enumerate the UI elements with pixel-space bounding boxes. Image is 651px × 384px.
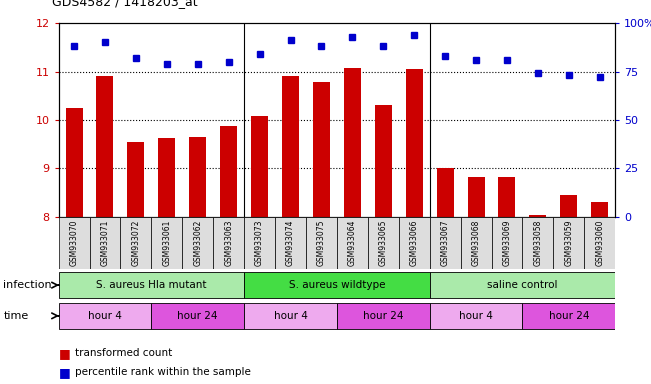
Text: GSM933074: GSM933074	[286, 220, 295, 266]
Text: hour 4: hour 4	[273, 311, 307, 321]
Bar	[344, 68, 361, 217]
Text: saline control: saline control	[487, 280, 558, 290]
Text: ■: ■	[59, 366, 74, 379]
Text: GSM933061: GSM933061	[162, 220, 171, 266]
Bar	[375, 106, 392, 217]
FancyBboxPatch shape	[182, 217, 213, 269]
FancyBboxPatch shape	[306, 217, 337, 269]
FancyBboxPatch shape	[398, 217, 430, 269]
Bar	[282, 76, 299, 217]
Text: GSM933071: GSM933071	[100, 220, 109, 266]
Bar	[66, 108, 83, 217]
Text: hour 4: hour 4	[88, 311, 122, 321]
Text: transformed count: transformed count	[75, 348, 172, 358]
Bar	[406, 69, 422, 217]
Text: ■: ■	[59, 347, 74, 360]
FancyBboxPatch shape	[213, 217, 244, 269]
Text: GSM933072: GSM933072	[132, 220, 141, 266]
Text: S. aureus Hla mutant: S. aureus Hla mutant	[96, 280, 206, 290]
Text: GSM933070: GSM933070	[70, 220, 79, 266]
Text: GDS4582 / 1418203_at: GDS4582 / 1418203_at	[52, 0, 198, 8]
FancyBboxPatch shape	[522, 217, 553, 269]
Bar	[529, 215, 546, 217]
FancyBboxPatch shape	[151, 217, 182, 269]
FancyBboxPatch shape	[430, 303, 522, 329]
Bar	[128, 142, 145, 217]
Text: GSM933064: GSM933064	[348, 220, 357, 266]
Text: GSM933066: GSM933066	[409, 220, 419, 266]
FancyBboxPatch shape	[584, 217, 615, 269]
Text: time: time	[3, 311, 29, 321]
Text: GSM933075: GSM933075	[317, 220, 326, 266]
Bar	[591, 202, 608, 217]
Bar	[158, 138, 175, 217]
Bar	[561, 195, 577, 217]
Text: hour 24: hour 24	[178, 311, 218, 321]
FancyBboxPatch shape	[244, 272, 430, 298]
FancyBboxPatch shape	[492, 217, 522, 269]
Text: S. aureus wildtype: S. aureus wildtype	[288, 280, 385, 290]
FancyBboxPatch shape	[522, 303, 615, 329]
Text: hour 4: hour 4	[459, 311, 493, 321]
FancyBboxPatch shape	[59, 303, 151, 329]
Text: GSM933058: GSM933058	[533, 220, 542, 266]
Text: GSM933067: GSM933067	[441, 220, 450, 266]
Text: GSM933059: GSM933059	[564, 220, 574, 266]
Bar	[499, 177, 516, 217]
Text: GSM933069: GSM933069	[503, 220, 512, 266]
Bar	[220, 126, 237, 217]
Text: GSM933063: GSM933063	[224, 220, 233, 266]
Bar	[189, 137, 206, 217]
FancyBboxPatch shape	[430, 217, 460, 269]
Bar	[251, 116, 268, 217]
FancyBboxPatch shape	[337, 303, 430, 329]
FancyBboxPatch shape	[151, 303, 244, 329]
FancyBboxPatch shape	[59, 272, 244, 298]
FancyBboxPatch shape	[120, 217, 151, 269]
FancyBboxPatch shape	[244, 217, 275, 269]
Bar	[437, 169, 454, 217]
FancyBboxPatch shape	[275, 217, 306, 269]
Text: infection: infection	[3, 280, 52, 290]
FancyBboxPatch shape	[430, 272, 615, 298]
FancyBboxPatch shape	[59, 217, 89, 269]
Bar	[313, 82, 330, 217]
Text: GSM933065: GSM933065	[379, 220, 388, 266]
FancyBboxPatch shape	[244, 303, 337, 329]
Bar	[96, 76, 113, 217]
Text: GSM933068: GSM933068	[471, 220, 480, 266]
FancyBboxPatch shape	[368, 217, 398, 269]
Text: hour 24: hour 24	[363, 311, 404, 321]
Text: GSM933060: GSM933060	[595, 220, 604, 266]
FancyBboxPatch shape	[553, 217, 584, 269]
Text: percentile rank within the sample: percentile rank within the sample	[75, 367, 251, 377]
FancyBboxPatch shape	[460, 217, 492, 269]
Bar	[467, 177, 484, 217]
Text: GSM933062: GSM933062	[193, 220, 202, 266]
Text: GSM933073: GSM933073	[255, 220, 264, 266]
FancyBboxPatch shape	[89, 217, 120, 269]
Text: hour 24: hour 24	[549, 311, 589, 321]
FancyBboxPatch shape	[337, 217, 368, 269]
